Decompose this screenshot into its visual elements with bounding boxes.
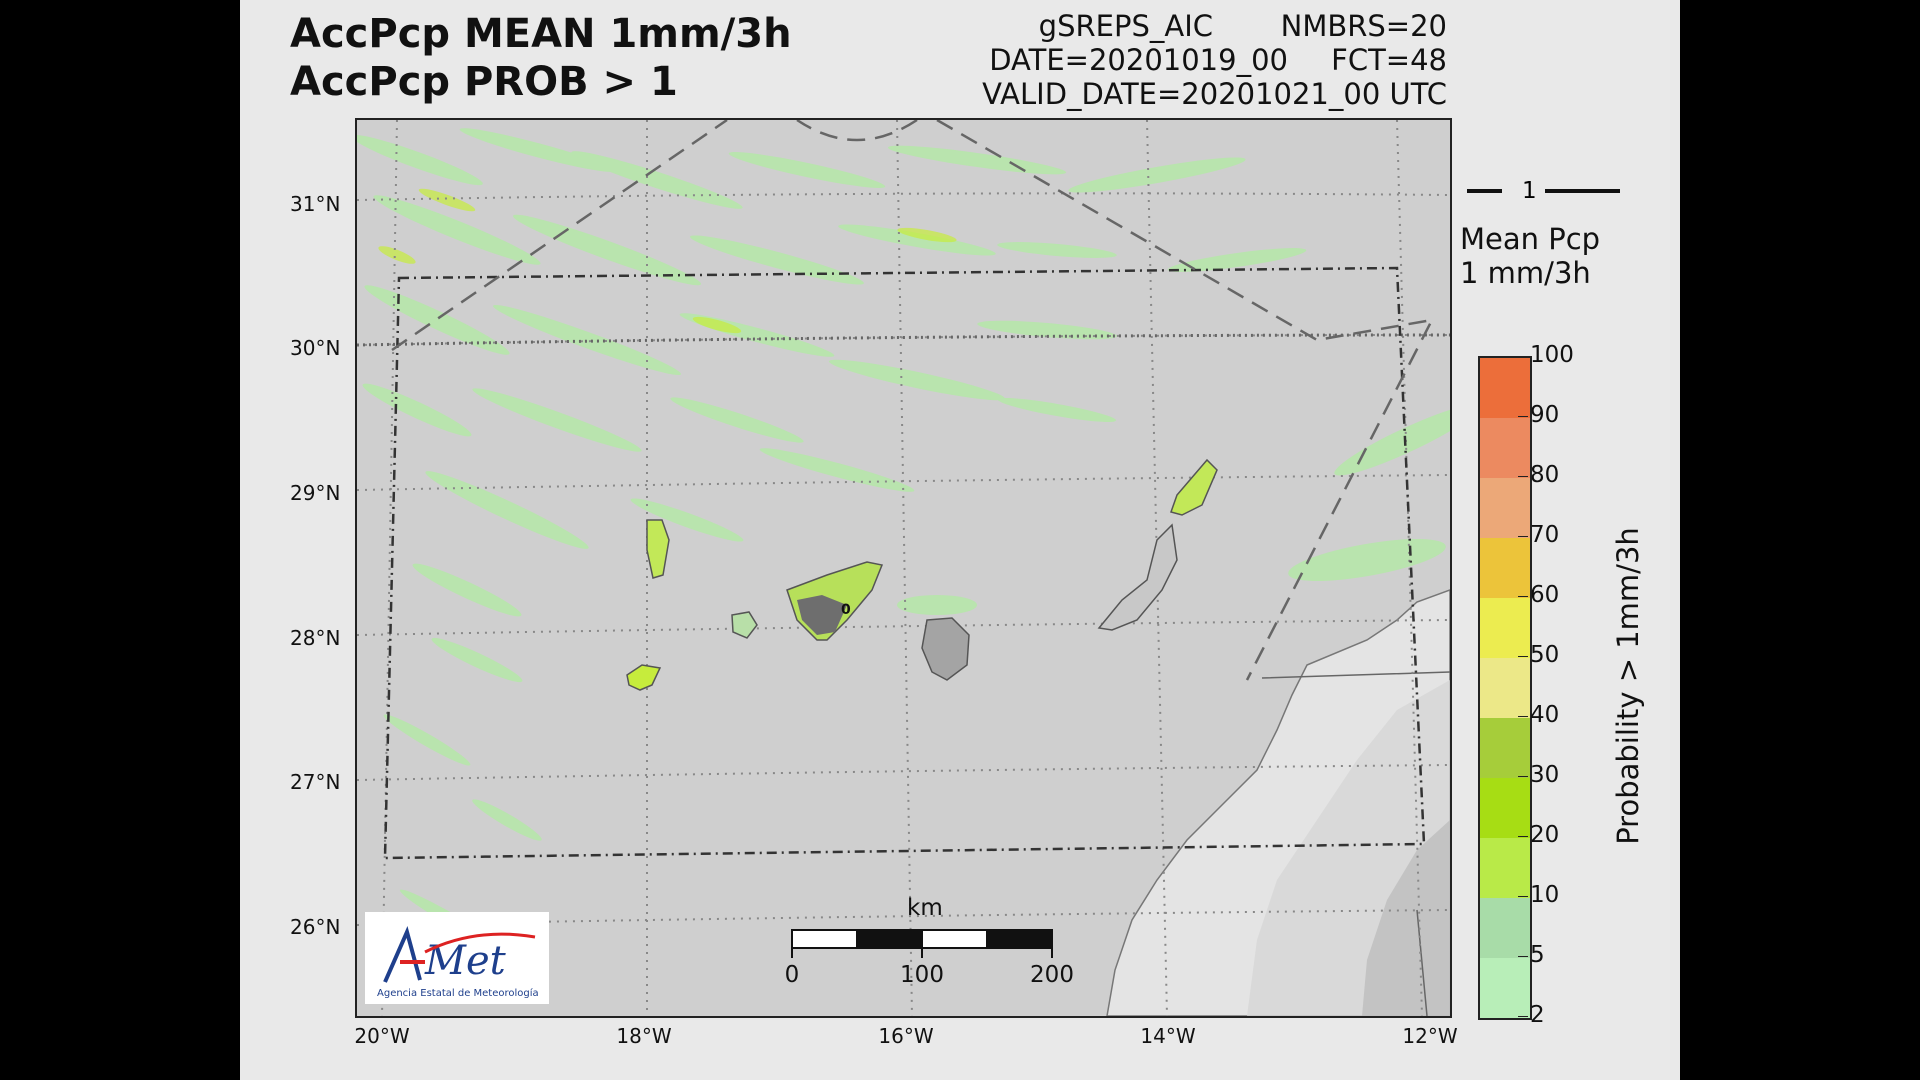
colorbar-segment [1480,898,1530,958]
contour-legend: 1 [1467,170,1627,210]
colorbar-tick-mark [1518,596,1528,597]
colorbar-tick-label: 5 [1530,942,1545,968]
lon-label-16w: 16°W [878,1024,934,1048]
colorbar-tick-mark [1518,776,1528,777]
colorbar [1478,356,1532,1020]
colorbar-segment [1480,778,1530,838]
map-canvas: 0 [357,120,1450,1016]
colorbar-tick-mark [1518,356,1528,357]
colorbar-tick-mark [1518,536,1528,537]
lat-label-30: 30°N [290,336,341,360]
colorbar-tick-mark [1518,836,1528,837]
tenerife-peak [797,595,847,635]
scale-tick-200: 200 [1030,962,1074,988]
contour-legend-value: 1 [1522,178,1537,204]
colorbar-tick-label: 100 [1530,342,1574,368]
colorbar-segment [1480,718,1530,778]
colorbar-segment [1480,538,1530,598]
colorbar-segment [1480,358,1530,418]
africa-relief-dark [1362,820,1450,1016]
lon-label-18w: 18°W [616,1024,672,1048]
scalebar-unit: km [907,895,943,921]
scale-tick-100: 100 [900,962,944,988]
colorbar-tick-label: 80 [1530,462,1560,488]
map-area[interactable]: 0 [355,118,1452,1018]
lat-30-line [357,333,1450,347]
svg-text:Met: Met [424,938,507,984]
colorbar-segment [1480,838,1530,898]
canary-islands [626,458,1218,691]
island-contour-label: 0 [841,602,851,618]
colorbar-tick-label: 50 [1530,642,1560,668]
aemet-logo: Met Agencia Estatal de Meteorología [365,912,549,1004]
domain-box [383,266,1426,860]
colorbar-tick-mark [1518,896,1528,897]
mean-pcp-label: Mean Pcp 1 mm/3h [1460,222,1600,290]
mean-pcp-line1: Mean Pcp [1460,222,1601,256]
lon-label-12w: 12°W [1402,1024,1458,1048]
figure-panel: AccPcp MEAN 1mm/3h AccPcp PROB > 1 gSREP… [240,0,1680,1080]
lat-label-27: 27°N [290,770,341,794]
island-lanzarote [1170,458,1218,516]
colorbar-tick-label: 20 [1530,822,1560,848]
colorbar-tick-mark [1518,416,1528,417]
forecast-step: FCT=48 [1331,43,1447,77]
colorbar-segment [1480,598,1530,658]
lon-label-20w: 20°W [354,1024,410,1048]
colorbar-tick-label: 30 [1530,762,1560,788]
lat-label-31: 31°N [290,192,341,216]
colorbar-tick-label: 40 [1530,702,1560,728]
run-date: DATE=20201019_00 [989,43,1288,77]
lat-label-29: 29°N [290,481,341,505]
colorbar-title: Probability > 1mm/3h [1611,527,1645,845]
colorbar-tick-mark [1518,716,1528,717]
scale-tick-0: 0 [784,962,800,988]
colorbar-tick-label: 70 [1530,522,1560,548]
colorbar-tick-mark [1518,656,1528,657]
border-line [1261,671,1450,1016]
island-fuerteventura [1097,523,1178,631]
mean-pcp-line2: 1 mm/3h [1460,256,1591,290]
valid-date: VALID_DATE=20201021_00 UTC [982,77,1447,111]
island-gran-canaria [921,617,970,681]
model-name: gSREPS_AIC [1038,9,1213,43]
colorbar-segment [1480,958,1530,1018]
colorbar-tick-label: 60 [1530,582,1560,608]
lon-label-14w: 14°W [1140,1024,1196,1048]
colorbar-segment [1480,418,1530,478]
precip-lime [378,188,957,334]
island-la-palma [646,519,670,579]
scale-bar [791,929,1053,958]
colorbar-tick-label: 90 [1530,402,1560,428]
colorbar-tick-mark [1518,956,1528,957]
island-la-gomera [731,611,758,639]
lat-label-28: 28°N [290,626,341,650]
colorbar-tick-label: 10 [1530,882,1560,908]
island-el-hierro [626,664,662,691]
colorbar-tick-mark [1518,1016,1528,1017]
colorbar-tick-label: 2 [1530,1002,1545,1028]
logo-subtitle: Agencia Estatal de Meteorología [377,987,539,999]
title-prob: AccPcp PROB > 1 [290,59,678,105]
lat-label-26: 26°N [290,915,341,939]
maritime-boundary [391,120,1435,681]
colorbar-segment [1480,478,1530,538]
title-mean: AccPcp MEAN 1mm/3h [290,11,792,57]
colorbar-segment [1480,658,1530,718]
colorbar-tick-mark [1518,476,1528,477]
members-count: NMBRS=20 [1280,9,1447,43]
